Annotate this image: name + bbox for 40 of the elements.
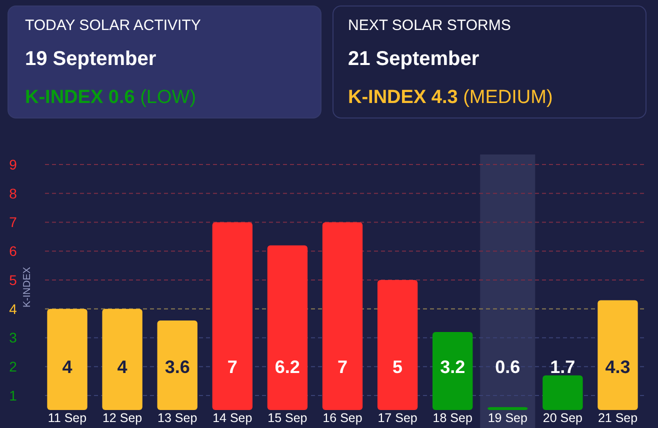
text: 21 September xyxy=(348,48,480,70)
text: (MEDIUM) xyxy=(458,87,553,108)
x-tick-label: 17 Sep xyxy=(378,411,418,425)
y-tick-label: 2 xyxy=(9,358,18,375)
text: NEXT SOLAR STORMS xyxy=(348,17,511,34)
x-tick-label: 20 Sep xyxy=(542,411,583,425)
text: TODAY SOLAR ACTIVITY xyxy=(25,17,201,34)
x-tick-label: 12 Sep xyxy=(102,411,142,425)
y-tick-label: 4 xyxy=(9,300,18,317)
data-label: 4 xyxy=(62,356,72,377)
x-tick-label: 15 Sep xyxy=(268,411,308,425)
y-tick-label: 6 xyxy=(9,243,18,260)
text: K-INDEX 4.3 xyxy=(348,87,458,108)
data-label: 3.2 xyxy=(440,356,466,377)
data-label: 0.6 xyxy=(495,356,520,377)
text: (LOW) xyxy=(134,87,196,108)
y-tick-label: 7 xyxy=(9,214,18,230)
y-tick-label: 8 xyxy=(9,185,18,202)
data-label: 7 xyxy=(337,356,348,377)
data-label: 6.2 xyxy=(274,356,300,377)
y-tick-label: 9 xyxy=(9,156,18,172)
x-tick-label: 16 Sep xyxy=(322,411,362,425)
text: K-INDEX 0.6 xyxy=(25,87,135,108)
x-tick-label: 18 Sep xyxy=(432,411,472,425)
y-axis-title: K-INDEX xyxy=(22,266,33,308)
x-tick-label: 11 Sep xyxy=(48,411,87,425)
data-label: 4 xyxy=(117,356,128,377)
y-tick-label: 1 xyxy=(9,387,18,404)
text: 19 September xyxy=(25,48,156,70)
x-tick-label: 14 Sep xyxy=(212,411,252,425)
x-tick-label: 13 Sep xyxy=(158,411,198,425)
data-label: 7 xyxy=(227,356,238,377)
y-tick-label: 3 xyxy=(9,330,18,346)
x-tick-label: 21 Sep xyxy=(598,411,638,425)
data-label: 3.6 xyxy=(164,356,190,377)
data-label: 5 xyxy=(392,356,403,377)
data-label: 1.7 xyxy=(550,356,576,377)
y-tick-label: 5 xyxy=(9,272,18,288)
x-tick-label: 19 Sep xyxy=(488,411,528,425)
data-label: 4.3 xyxy=(605,356,630,377)
